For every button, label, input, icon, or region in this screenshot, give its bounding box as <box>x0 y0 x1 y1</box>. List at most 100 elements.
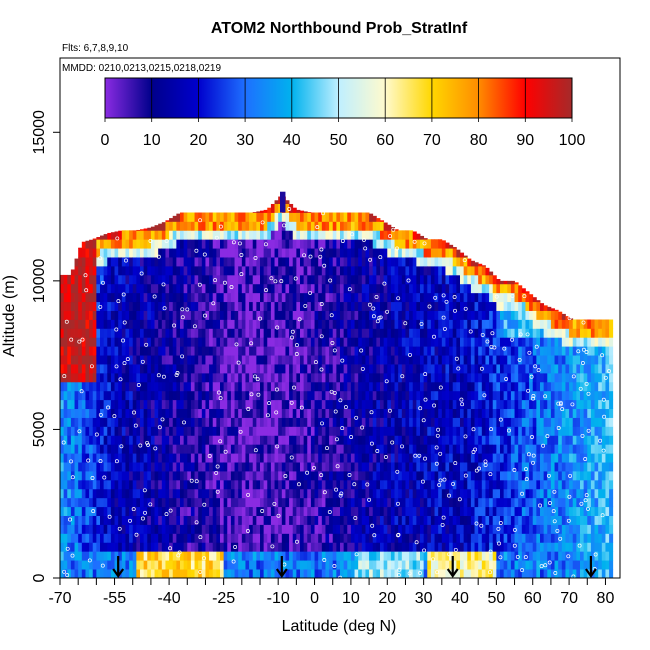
heatmap-cell <box>158 283 163 294</box>
heatmap-cell <box>398 444 403 454</box>
heatmap-cell <box>460 551 465 561</box>
heatmap-cell <box>372 390 377 401</box>
heatmap-cell <box>354 560 359 570</box>
heatmap-cell <box>449 533 454 543</box>
heatmap-cell <box>500 399 505 410</box>
heatmap-cell <box>380 462 385 472</box>
heatmap-cell <box>456 346 461 356</box>
heatmap-cell <box>449 444 454 454</box>
heatmap-cell <box>289 533 294 543</box>
heatmap-cell <box>78 248 83 258</box>
heatmap-cell <box>467 560 472 570</box>
heatmap-cell <box>365 542 370 552</box>
heatmap-cell <box>285 212 290 222</box>
heatmap-cell <box>176 292 181 303</box>
heatmap-cell <box>343 569 348 578</box>
heatmap-cell <box>449 542 454 552</box>
heatmap-cell <box>336 390 341 401</box>
heatmap-cell <box>150 337 155 347</box>
heatmap-cell <box>452 462 457 472</box>
heatmap-cell <box>325 310 330 320</box>
heatmap-cell <box>365 301 370 311</box>
heatmap-cell <box>514 453 519 463</box>
heatmap-cell <box>230 292 235 303</box>
heatmap-cell <box>220 569 225 578</box>
heatmap-cell <box>329 551 334 561</box>
heatmap-cell <box>249 230 254 240</box>
heatmap-cell <box>150 346 155 356</box>
heatmap-cell <box>361 257 366 267</box>
heatmap-cell <box>194 560 199 570</box>
heatmap-cell <box>456 515 461 525</box>
heatmap-cell <box>510 435 515 445</box>
heatmap-cell <box>125 381 130 392</box>
heatmap-cell <box>63 408 68 418</box>
heatmap-cell <box>201 364 206 374</box>
heatmap-cell <box>209 248 214 258</box>
heatmap-cell <box>180 488 185 499</box>
heatmap-cell <box>110 337 115 347</box>
heatmap-cell <box>198 524 203 534</box>
heatmap-cell <box>307 239 312 249</box>
heatmap-cell <box>60 301 65 311</box>
heatmap-cell <box>260 230 265 240</box>
heatmap-cell <box>121 257 126 267</box>
heatmap-cell <box>180 444 185 454</box>
heatmap-cell <box>216 390 221 401</box>
heatmap-cell <box>110 488 115 499</box>
heatmap-cell <box>376 274 381 285</box>
heatmap-cell <box>194 230 199 240</box>
heatmap-cell <box>478 515 483 525</box>
heatmap-cell <box>376 390 381 401</box>
heatmap-cell <box>270 266 275 276</box>
heatmap-cell <box>369 551 374 561</box>
heatmap-cell <box>274 355 279 365</box>
heatmap-cell <box>267 426 272 436</box>
heatmap-cell <box>92 283 97 294</box>
heatmap-cell <box>118 257 123 267</box>
heatmap-cell <box>285 381 290 392</box>
heatmap-cell <box>485 328 490 338</box>
heatmap-cell <box>387 372 392 383</box>
heatmap-cell <box>187 346 192 356</box>
heatmap-cell <box>103 292 108 303</box>
heatmap-cell <box>154 337 159 347</box>
heatmap-cell <box>325 355 330 365</box>
heatmap-cell <box>420 569 425 578</box>
heatmap-cell <box>376 533 381 543</box>
heatmap-cell <box>260 210 265 213</box>
heatmap-cell <box>365 515 370 525</box>
heatmap-cell <box>456 249 461 258</box>
heatmap-cell <box>129 257 134 267</box>
heatmap-cell <box>310 488 315 499</box>
heatmap-cell <box>409 274 414 285</box>
heatmap-cell <box>132 497 137 508</box>
heatmap-cell <box>449 337 454 347</box>
heatmap-cell <box>154 381 159 392</box>
heatmap-cell <box>212 524 217 534</box>
heatmap-cell <box>445 497 450 508</box>
heatmap-cell <box>452 471 457 481</box>
heatmap-cell <box>314 542 319 552</box>
heatmap-cell <box>336 230 341 240</box>
heatmap-cell <box>238 257 243 267</box>
heatmap-cell <box>463 506 468 516</box>
heatmap-cell <box>452 372 457 383</box>
heatmap-cell <box>110 417 115 427</box>
heatmap-cell <box>467 355 472 365</box>
heatmap-cell <box>89 346 94 356</box>
heatmap-cell <box>380 488 385 499</box>
heatmap-cell <box>274 408 279 418</box>
heatmap-cell <box>110 274 115 285</box>
heatmap-cell <box>220 390 225 401</box>
heatmap-cell <box>314 372 319 383</box>
heatmap-cell <box>416 257 421 267</box>
heatmap-cell <box>278 408 283 418</box>
heatmap-cell <box>67 390 72 401</box>
heatmap-cell <box>303 408 308 418</box>
heatmap-cell <box>161 471 166 481</box>
heatmap-cell <box>92 248 97 258</box>
heatmap-cell <box>460 515 465 525</box>
heatmap-cell <box>394 497 399 508</box>
heatmap-cell <box>63 292 68 303</box>
